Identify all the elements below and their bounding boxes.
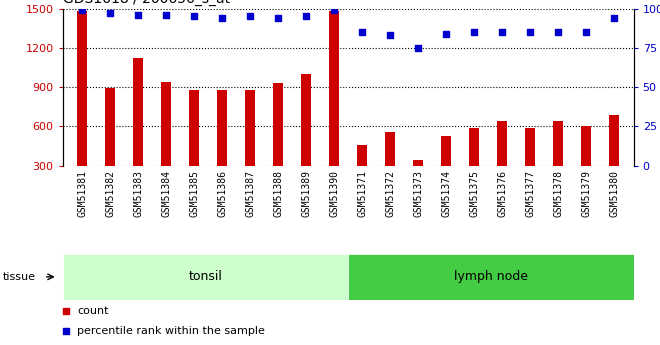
Text: GSM51381: GSM51381 <box>77 170 87 217</box>
Bar <box>133 58 143 166</box>
Point <box>133 12 143 18</box>
Text: GSM51390: GSM51390 <box>329 170 339 217</box>
Bar <box>385 131 395 166</box>
Bar <box>329 11 339 166</box>
Text: percentile rank within the sample: percentile rank within the sample <box>77 326 265 336</box>
Bar <box>553 121 563 166</box>
Text: GSM51383: GSM51383 <box>133 170 143 217</box>
Text: GSM51378: GSM51378 <box>553 170 563 217</box>
Point <box>441 31 451 37</box>
Bar <box>581 126 591 166</box>
Bar <box>357 145 367 166</box>
Bar <box>413 160 423 166</box>
Bar <box>77 11 87 166</box>
Text: GDS1618 / 200656_s_at: GDS1618 / 200656_s_at <box>63 0 230 6</box>
Point <box>217 15 228 21</box>
Point <box>245 14 255 19</box>
Text: lymph node: lymph node <box>454 270 528 283</box>
Bar <box>246 90 255 166</box>
Bar <box>63 254 348 300</box>
Bar <box>469 128 479 166</box>
Bar <box>189 90 199 166</box>
Text: GSM51382: GSM51382 <box>106 170 116 217</box>
Bar <box>217 90 227 166</box>
Text: GSM51377: GSM51377 <box>525 170 535 217</box>
Text: GSM51380: GSM51380 <box>609 170 619 217</box>
Text: GSM51384: GSM51384 <box>161 170 171 217</box>
Bar <box>273 83 283 166</box>
Point <box>609 15 619 21</box>
Point <box>385 32 395 38</box>
Bar <box>348 254 634 300</box>
Point <box>369 36 380 41</box>
Text: GSM51389: GSM51389 <box>301 170 311 217</box>
Point <box>369 224 380 229</box>
Point <box>413 45 424 51</box>
Text: count: count <box>77 306 108 315</box>
Text: GSM51374: GSM51374 <box>441 170 451 217</box>
Point <box>357 29 368 35</box>
Text: GSM51372: GSM51372 <box>385 170 395 217</box>
Text: GSM51387: GSM51387 <box>246 170 255 217</box>
Text: tonsil: tonsil <box>189 270 222 283</box>
Point <box>469 29 479 35</box>
Bar <box>161 82 171 166</box>
Text: GSM51376: GSM51376 <box>497 170 507 217</box>
Text: GSM51386: GSM51386 <box>217 170 227 217</box>
Bar <box>609 115 619 166</box>
Point <box>553 29 564 35</box>
Point <box>189 14 199 19</box>
Bar <box>106 88 116 166</box>
Text: GSM51371: GSM51371 <box>357 170 367 217</box>
Text: GSM51373: GSM51373 <box>413 170 423 217</box>
Point <box>581 29 591 35</box>
Bar <box>525 128 535 166</box>
Point <box>273 15 283 21</box>
Point <box>329 8 339 13</box>
Point <box>525 29 535 35</box>
Bar <box>301 74 311 166</box>
Text: GSM51385: GSM51385 <box>189 170 199 217</box>
Text: GSM51375: GSM51375 <box>469 170 479 217</box>
Bar <box>497 121 507 166</box>
Point <box>77 8 88 13</box>
Text: GSM51388: GSM51388 <box>273 170 283 217</box>
Text: GSM51379: GSM51379 <box>581 170 591 217</box>
Point <box>497 29 508 35</box>
Point <box>105 11 115 16</box>
Point <box>301 14 312 19</box>
Bar <box>441 136 451 166</box>
Point <box>161 12 172 18</box>
Text: tissue: tissue <box>3 272 36 282</box>
